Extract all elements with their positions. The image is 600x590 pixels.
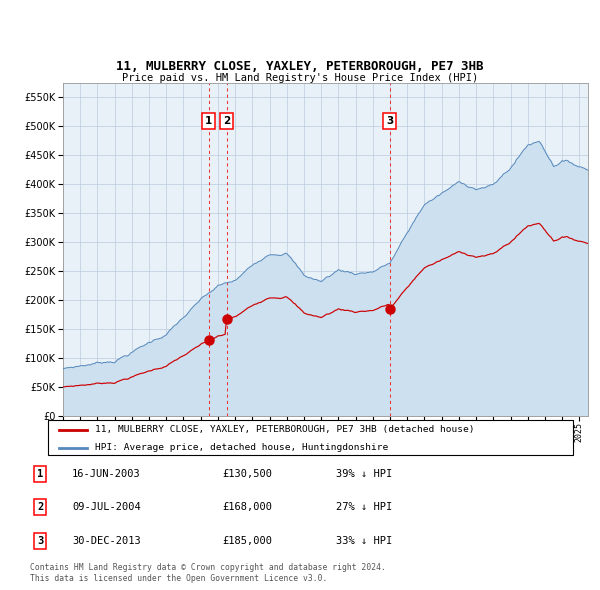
Text: 16-JUN-2003: 16-JUN-2003 [72, 469, 141, 478]
Text: 3: 3 [386, 116, 394, 126]
Text: 3: 3 [37, 536, 43, 546]
Text: This data is licensed under the Open Government Licence v3.0.: This data is licensed under the Open Gov… [30, 574, 328, 583]
Text: Price paid vs. HM Land Registry's House Price Index (HPI): Price paid vs. HM Land Registry's House … [122, 73, 478, 83]
Text: 33% ↓ HPI: 33% ↓ HPI [336, 536, 392, 546]
Text: 39% ↓ HPI: 39% ↓ HPI [336, 469, 392, 478]
Text: HPI: Average price, detached house, Huntingdonshire: HPI: Average price, detached house, Hunt… [95, 443, 389, 452]
Text: Contains HM Land Registry data © Crown copyright and database right 2024.: Contains HM Land Registry data © Crown c… [30, 563, 386, 572]
Text: 11, MULBERRY CLOSE, YAXLEY, PETERBOROUGH, PE7 3HB (detached house): 11, MULBERRY CLOSE, YAXLEY, PETERBOROUGH… [95, 425, 475, 434]
Text: £130,500: £130,500 [222, 469, 272, 478]
Text: 1: 1 [37, 469, 43, 478]
Text: 2: 2 [223, 116, 230, 126]
Text: 09-JUL-2004: 09-JUL-2004 [72, 503, 141, 512]
Text: £168,000: £168,000 [222, 503, 272, 512]
Text: 27% ↓ HPI: 27% ↓ HPI [336, 503, 392, 512]
Text: 11, MULBERRY CLOSE, YAXLEY, PETERBOROUGH, PE7 3HB: 11, MULBERRY CLOSE, YAXLEY, PETERBOROUGH… [116, 60, 484, 73]
Text: £185,000: £185,000 [222, 536, 272, 546]
Text: 30-DEC-2013: 30-DEC-2013 [72, 536, 141, 546]
Text: 1: 1 [205, 116, 212, 126]
Text: 2: 2 [37, 503, 43, 512]
FancyBboxPatch shape [48, 420, 573, 455]
